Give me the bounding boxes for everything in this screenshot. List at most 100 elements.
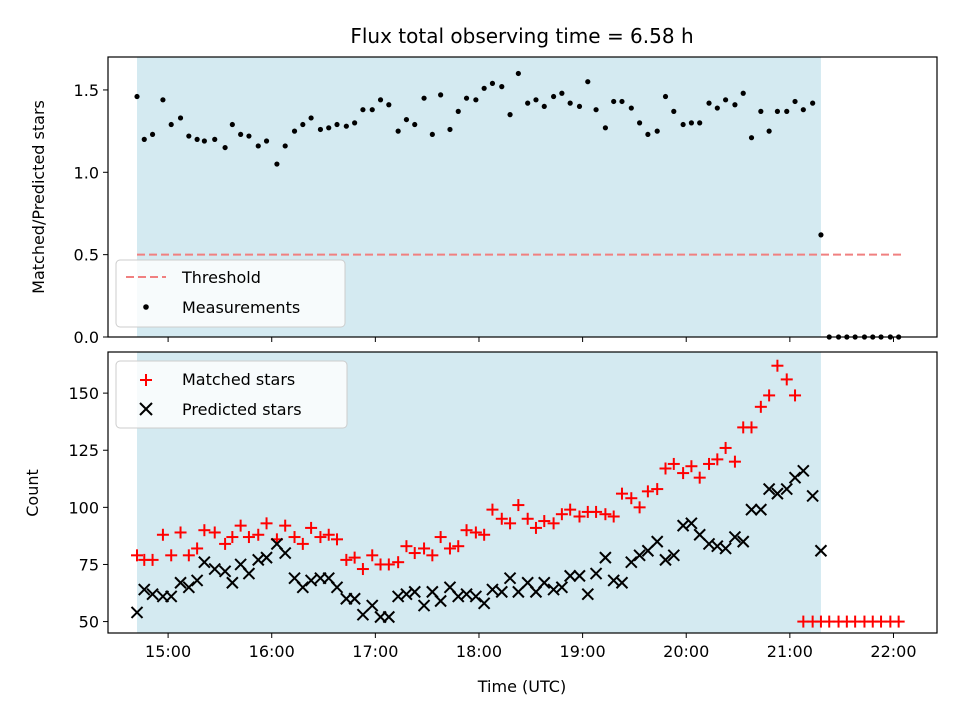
- matched-star-point: [607, 510, 620, 523]
- top-axes-frame: [107, 56, 938, 338]
- measurement-point: [455, 108, 461, 114]
- matched-star-point: [305, 521, 318, 534]
- measurement-point: [282, 143, 288, 149]
- predicted-star-point: [366, 599, 379, 612]
- matched-star-point: [408, 547, 421, 560]
- top-y-tick-label: 0.5: [74, 246, 99, 265]
- matched-star-point: [348, 551, 361, 564]
- measurement-point: [134, 93, 140, 100]
- measurement-point: [386, 102, 392, 108]
- predicted-star-point: [165, 590, 178, 603]
- top-legend-box: [115, 259, 346, 328]
- matched-star-point: [495, 512, 508, 525]
- matched-star-point: [529, 521, 542, 534]
- legend-predicted-label: Predicted stars: [182, 400, 302, 419]
- measurement-point: [654, 128, 660, 134]
- matched-star-point: [789, 389, 802, 402]
- predicted-star-point: [788, 471, 802, 484]
- measurement-point: [533, 97, 539, 103]
- measurement-point: [201, 138, 207, 144]
- predicted-star-point: [659, 553, 672, 567]
- matched-star-point: [555, 508, 568, 521]
- measurement-point: [308, 115, 314, 121]
- matched-star-point: [208, 526, 221, 539]
- predicted-star-point: [477, 597, 491, 610]
- matched-star-point: [165, 549, 178, 562]
- matched-star-point: [366, 549, 379, 562]
- matched-star-point: [599, 508, 612, 521]
- measurement-point: [369, 107, 375, 113]
- measurement-point: [229, 121, 235, 128]
- bottom-y-tick-label: 150: [68, 384, 99, 403]
- matched-star-point: [296, 537, 309, 550]
- predicted-star-point: [138, 583, 151, 596]
- measurement-point: [447, 126, 453, 133]
- predicted-star-point: [651, 535, 664, 548]
- matched-star-point: [400, 540, 413, 553]
- measurement-point: [567, 100, 573, 106]
- matched-star-point: [677, 467, 690, 480]
- measurement-point: [141, 136, 147, 142]
- measurement-point: [317, 126, 324, 133]
- measurement-point: [395, 128, 401, 134]
- measurement-point: [481, 85, 487, 91]
- predicted-star-point: [417, 599, 431, 612]
- predicted-star-point: [581, 587, 594, 601]
- matched-star-point: [226, 531, 239, 544]
- predicted-star-point: [754, 503, 768, 516]
- predicted-star-point: [460, 587, 473, 601]
- predicted-star-point: [434, 594, 447, 608]
- measurement-point: [177, 115, 184, 121]
- matched-star-point: [745, 421, 758, 434]
- measurement-point: [222, 144, 228, 151]
- predicted-star-point: [304, 574, 318, 587]
- measurement-point: [499, 84, 505, 90]
- measurement-point: [343, 123, 349, 129]
- predicted-star-point: [182, 581, 196, 594]
- predicted-star-point: [190, 574, 204, 587]
- measurement-point: [421, 95, 427, 101]
- measurement-point: [515, 70, 521, 77]
- bottom-legend: Matched stars Predicted stars: [115, 360, 348, 429]
- top-y-tick-label: 1.0: [74, 163, 99, 182]
- measurement-point: [628, 105, 634, 111]
- x-axis-label: Time (UTC): [477, 677, 566, 696]
- measurement-point: [507, 112, 513, 118]
- predicted-star-point: [762, 482, 776, 496]
- matched-star-point: [564, 503, 577, 516]
- measurement-point: [740, 90, 746, 96]
- matched-star-point: [780, 373, 793, 386]
- measurement-point: [238, 131, 244, 138]
- matched-star-point: [547, 517, 560, 530]
- matched-star-point: [279, 519, 292, 532]
- matched-star-point: [685, 460, 698, 473]
- legend-matched-swatch: [140, 374, 152, 386]
- measurement-point: [714, 105, 720, 111]
- measurement-point: [697, 120, 703, 126]
- matched-star-point: [615, 487, 628, 500]
- top-y-tick-label: 1.5: [74, 81, 99, 100]
- top-y-ticks: 0.0 0.5 1.0 1.5: [74, 81, 108, 347]
- matched-star-point: [486, 503, 499, 516]
- matched-star-point: [418, 542, 431, 555]
- measurement-point: [662, 93, 669, 100]
- predicted-star-point: [693, 528, 706, 541]
- chart-title: Flux total observing time = 6.58 h: [350, 24, 693, 48]
- predicted-star-point: [503, 571, 517, 585]
- matched-star-point: [728, 455, 741, 468]
- matched-star-point: [356, 563, 369, 576]
- bottom-y-ticks: 50 75 100 125 150: [68, 384, 108, 632]
- x-tick-label: 20:00: [663, 642, 709, 661]
- legend-matched-label: Matched stars: [182, 370, 295, 389]
- top-panel: 0.0 0.5 1.0 1.5 Flux total observing time =…: [29, 24, 938, 347]
- matched-star-point: [469, 526, 482, 539]
- measurement-point: [403, 116, 410, 123]
- measurement-point: [525, 100, 531, 106]
- top-legend: Threshold Measurements: [115, 259, 346, 328]
- measurement-point: [429, 131, 435, 138]
- matched-star-point: [573, 510, 586, 523]
- predicted-star-point: [719, 542, 732, 555]
- predicted-star-point: [174, 576, 187, 589]
- predicted-star-point: [218, 565, 232, 578]
- predicted-star-point: [348, 592, 361, 605]
